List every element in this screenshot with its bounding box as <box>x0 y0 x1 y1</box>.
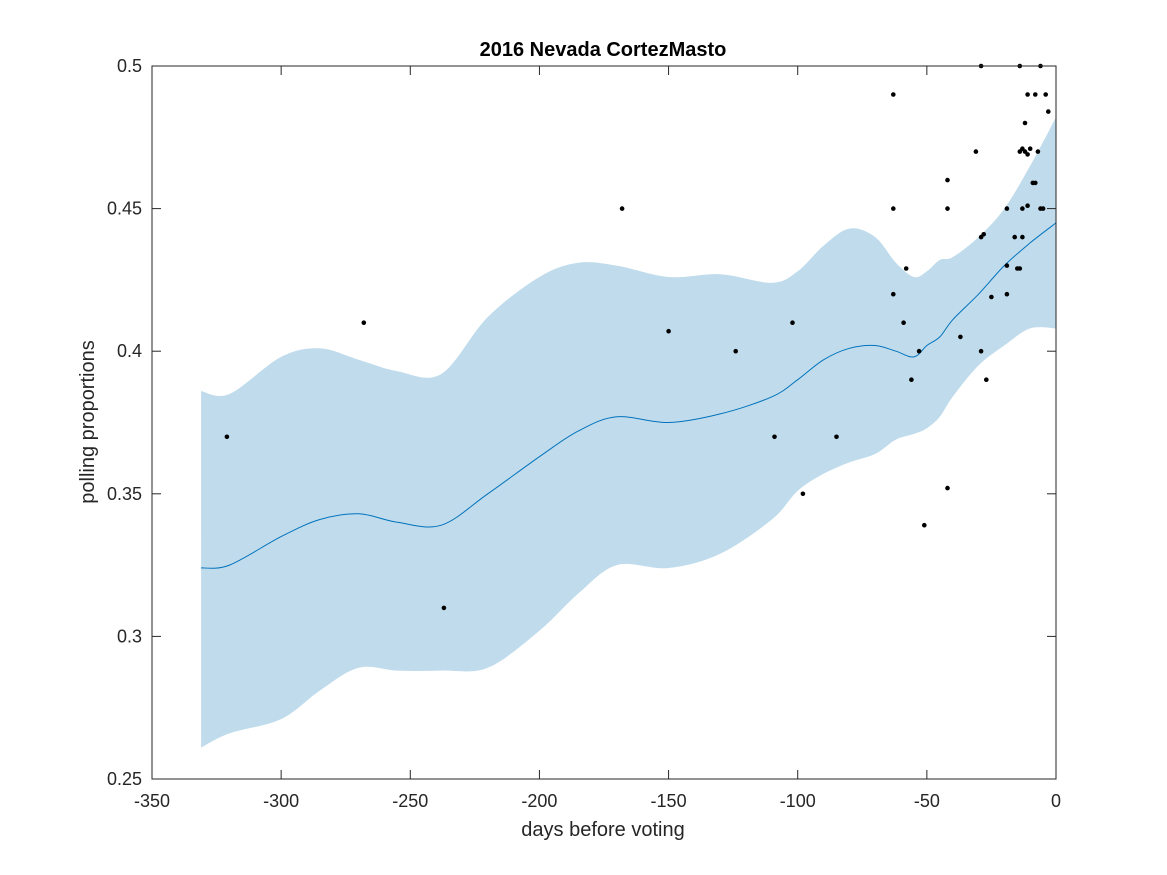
y-axis-ticks: 0.25 0.3 0.35 0.4 0.45 0.5 <box>107 56 1056 789</box>
data-point <box>1004 291 1010 297</box>
data-point <box>834 434 839 440</box>
data-point <box>1035 149 1041 154</box>
data-point <box>619 206 625 211</box>
data-point <box>978 348 984 354</box>
chart-title: 2016 Nevada CortezMasto <box>480 39 727 61</box>
data-point <box>901 320 906 326</box>
data-point <box>666 328 671 334</box>
data-point <box>800 491 806 497</box>
data-point <box>1025 152 1030 157</box>
data-point <box>891 92 896 97</box>
data-point <box>958 334 963 340</box>
x-tick-label: -150 <box>651 791 687 811</box>
data-point <box>984 377 989 383</box>
data-point <box>1004 263 1010 268</box>
data-point <box>1020 206 1025 211</box>
y-tick-label: 0.3 <box>117 626 142 646</box>
data-point <box>981 232 986 237</box>
data-point <box>733 348 738 354</box>
data-point <box>1004 206 1010 211</box>
y-tick-label: 0.4 <box>117 341 142 361</box>
data-point <box>945 177 950 183</box>
data-point <box>1027 146 1033 151</box>
x-tick-label: -250 <box>392 791 428 811</box>
data-point <box>1043 92 1048 97</box>
x-tick-label: -100 <box>780 791 816 811</box>
data-point <box>891 206 896 211</box>
data-points <box>224 63 1051 611</box>
data-point <box>772 434 777 440</box>
data-point <box>790 320 795 326</box>
data-point <box>909 377 914 383</box>
data-point <box>224 434 230 440</box>
confidence-band <box>201 117 1056 748</box>
data-point <box>1017 266 1023 271</box>
y-tick-label: 0.25 <box>107 769 142 789</box>
data-point <box>1022 120 1028 126</box>
data-point <box>1040 206 1046 211</box>
y-tick-label: 0.45 <box>107 199 142 219</box>
data-point <box>1033 180 1038 186</box>
y-tick-label: 0.5 <box>117 56 142 76</box>
fit-line <box>201 222 1057 569</box>
y-axis-label: polling proportions <box>77 340 99 503</box>
x-axis-label: days before voting <box>521 819 684 841</box>
data-point <box>916 348 922 354</box>
y-tick-label: 0.35 <box>107 484 142 504</box>
x-tick-label: 0 <box>1051 791 1061 811</box>
data-point <box>1033 92 1038 97</box>
data-point <box>945 206 950 211</box>
data-point <box>973 149 979 154</box>
data-point <box>1012 234 1017 240</box>
data-point <box>441 605 447 611</box>
data-point <box>1025 92 1030 97</box>
x-axis-ticks: -350 -300 -250 -200 -150 -100 -50 0 <box>134 66 1061 811</box>
data-point <box>1046 109 1051 114</box>
data-point <box>1020 234 1025 240</box>
x-tick-label: -50 <box>914 791 940 811</box>
data-point <box>891 291 896 297</box>
x-tick-label: -200 <box>521 791 557 811</box>
data-point <box>1025 203 1030 208</box>
x-tick-label: -350 <box>134 791 170 811</box>
axes-box <box>151 65 1057 780</box>
data-point <box>989 294 994 300</box>
x-tick-label: -300 <box>263 791 299 811</box>
data-point <box>361 320 367 326</box>
data-point <box>922 522 927 528</box>
data-point <box>903 266 909 271</box>
data-point <box>945 485 950 491</box>
